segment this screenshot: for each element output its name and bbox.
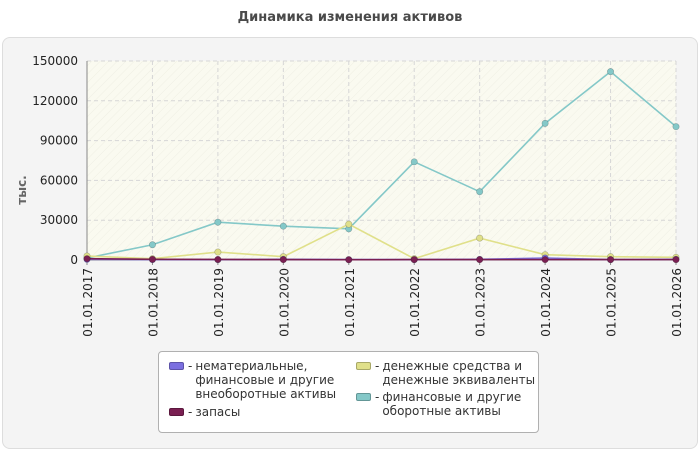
legend-label: запасы (195, 405, 241, 419)
legend-label: денежные средства и денежные эквиваленты (382, 359, 536, 387)
series-point (148, 255, 156, 263)
series-point (672, 123, 680, 131)
series-point (345, 220, 353, 228)
x-tick-label: 01.01.2023 (474, 268, 488, 337)
x-tick-label: 01.01.2021 (343, 268, 357, 337)
legend-label: финансовые и другие оборотные активы (382, 390, 522, 418)
series-point (672, 256, 680, 264)
series-line (86, 223, 677, 260)
x-tick-label: 01.01.2020 (277, 268, 291, 337)
series-point (410, 256, 418, 264)
series-point (541, 256, 549, 264)
y-tick-label: 150000 (32, 54, 78, 68)
series-point (476, 188, 484, 196)
series-line (86, 257, 676, 261)
x-tick-label: 01.01.2017 (81, 268, 95, 337)
series-point (214, 248, 222, 256)
series-line (86, 70, 677, 259)
legend-item-inventory: - запасы (169, 405, 240, 419)
series-point (214, 255, 222, 263)
x-tick-label: 01.01.2026 (670, 268, 684, 337)
y-tick-label: 0 (70, 253, 78, 267)
legend-swatch (356, 362, 371, 370)
y-tick-label: 120000 (32, 94, 78, 108)
series-point (148, 241, 156, 249)
x-tick-label: 01.01.2025 (605, 268, 619, 337)
series-point (607, 256, 615, 264)
legend-item-current-assets: - финансовые и другие оборотные активы (356, 390, 521, 418)
y-tick-label: 30000 (40, 213, 78, 227)
series-point (541, 119, 549, 127)
legend-swatch (169, 362, 184, 370)
series-point (83, 255, 91, 263)
series-point (214, 218, 222, 226)
chart-legend: - нематериальные, финансовые и другие вн… (158, 351, 539, 433)
y-tick-label: 60000 (40, 173, 78, 187)
x-tick-label: 01.01.2022 (408, 268, 422, 337)
legend-label: нематериальные, финансовые и другие внео… (195, 359, 337, 401)
series-point (279, 222, 287, 230)
series-point (279, 256, 287, 264)
legend-swatch (169, 408, 184, 416)
y-tick-label: 90000 (40, 134, 78, 148)
series-point (607, 68, 615, 76)
legend-item-intangible: - нематериальные, финансовые и другие вн… (169, 359, 336, 401)
series-point (476, 256, 484, 264)
chart-title: Динамика изменения активов (237, 10, 463, 25)
series-point (410, 158, 418, 166)
x-tick-label: 01.01.2019 (212, 268, 226, 337)
x-tick-label: 01.01.2024 (539, 268, 553, 337)
x-tick-label: 01.01.2018 (146, 268, 160, 337)
legend-swatch (356, 393, 371, 401)
series-point (476, 234, 484, 242)
legend-item-cash: - денежные средства и денежные эквивален… (356, 359, 535, 387)
series-point (345, 256, 353, 264)
plot-area (87, 61, 676, 260)
